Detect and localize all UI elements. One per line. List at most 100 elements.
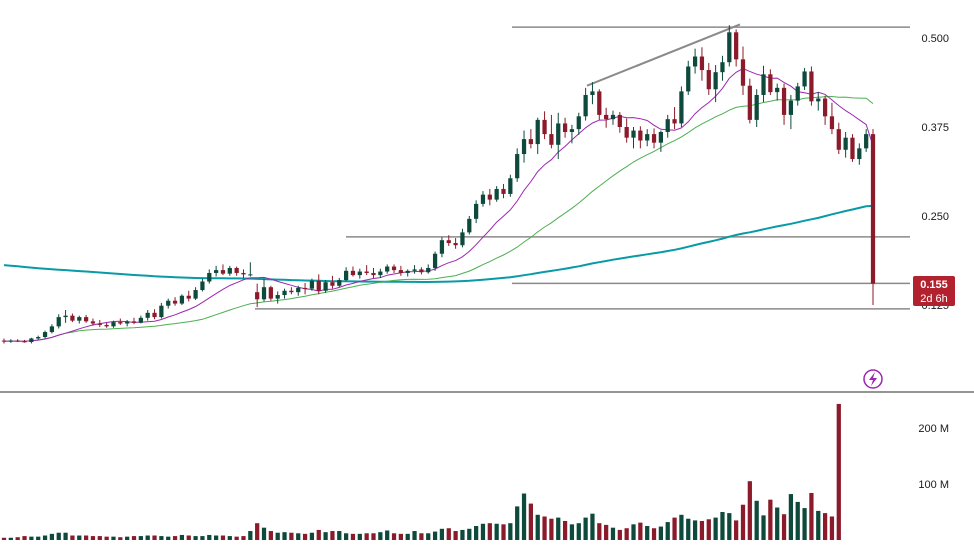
candle[interactable] — [713, 65, 718, 103]
candle[interactable] — [36, 335, 41, 340]
candle[interactable] — [8, 339, 13, 343]
candle[interactable] — [275, 291, 280, 304]
candle[interactable] — [542, 111, 547, 140]
candle[interactable] — [474, 200, 479, 224]
candle[interactable] — [22, 339, 27, 343]
candle[interactable] — [296, 285, 301, 296]
candle[interactable] — [781, 83, 787, 125]
candle[interactable] — [398, 265, 403, 276]
candle[interactable] — [747, 78, 752, 124]
candle[interactable] — [864, 129, 869, 152]
candle[interactable] — [761, 65, 766, 103]
candle[interactable] — [241, 269, 246, 278]
candle[interactable] — [15, 339, 20, 343]
candle[interactable] — [850, 134, 855, 162]
candle[interactable] — [49, 324, 55, 334]
candle[interactable] — [323, 280, 328, 293]
candle[interactable] — [432, 251, 438, 271]
candle[interactable] — [795, 82, 800, 106]
candle[interactable] — [316, 274, 321, 295]
candle[interactable] — [268, 285, 273, 301]
candle[interactable] — [29, 337, 34, 344]
candle[interactable] — [42, 330, 48, 339]
candle[interactable] — [83, 314, 89, 323]
candle[interactable] — [836, 122, 841, 155]
candle[interactable] — [179, 294, 185, 305]
candle[interactable] — [255, 283, 260, 308]
candle[interactable] — [426, 264, 431, 274]
candle[interactable] — [829, 102, 835, 135]
candle[interactable] — [822, 95, 828, 125]
candle[interactable] — [166, 298, 171, 309]
candle[interactable] — [138, 315, 143, 324]
candle[interactable] — [412, 265, 417, 274]
candle[interactable] — [460, 228, 465, 248]
candle[interactable] — [97, 319, 102, 328]
candle[interactable] — [1, 338, 7, 344]
candle[interactable] — [515, 148, 520, 182]
candle[interactable] — [131, 317, 137, 325]
candle[interactable] — [186, 290, 191, 302]
candle[interactable] — [597, 89, 602, 120]
candle[interactable] — [645, 129, 650, 147]
candle[interactable] — [590, 82, 595, 105]
candle[interactable] — [535, 117, 540, 155]
volume-axis[interactable]: 200 M 100 M — [918, 423, 949, 491]
candle[interactable] — [248, 262, 253, 277]
candle[interactable] — [391, 264, 397, 273]
candle[interactable] — [453, 238, 458, 249]
candle[interactable] — [665, 114, 670, 138]
candle[interactable] — [870, 129, 876, 305]
candle[interactable] — [439, 237, 445, 258]
candle[interactable] — [378, 268, 383, 278]
candle[interactable] — [686, 60, 691, 95]
candle[interactable] — [207, 269, 212, 284]
candle[interactable] — [63, 309, 68, 323]
candle[interactable] — [556, 112, 561, 160]
candle[interactable] — [768, 69, 773, 95]
candle[interactable] — [350, 266, 356, 277]
candles[interactable] — [1, 25, 876, 344]
candle[interactable] — [624, 118, 629, 143]
candle[interactable] — [419, 267, 424, 275]
candle[interactable] — [651, 128, 657, 149]
candle[interactable] — [56, 314, 61, 329]
candle[interactable] — [480, 191, 486, 207]
candle[interactable] — [467, 216, 472, 235]
candle[interactable] — [494, 186, 499, 202]
candle[interactable] — [528, 129, 533, 149]
candle[interactable] — [740, 46, 746, 95]
candle[interactable] — [213, 265, 219, 277]
candle[interactable] — [706, 62, 711, 95]
candle[interactable] — [569, 124, 575, 144]
candle[interactable] — [172, 297, 178, 306]
candle[interactable] — [583, 87, 588, 121]
candle[interactable] — [261, 278, 267, 302]
candle[interactable] — [816, 92, 821, 111]
candle[interactable] — [385, 264, 390, 274]
candle[interactable] — [152, 309, 157, 320]
candle[interactable] — [549, 114, 554, 149]
candle[interactable] — [802, 67, 807, 90]
candle[interactable] — [857, 143, 862, 165]
candle[interactable] — [104, 322, 109, 328]
candle[interactable] — [521, 130, 527, 163]
candle[interactable] — [159, 302, 164, 319]
candle[interactable] — [617, 112, 622, 133]
candle[interactable] — [562, 117, 568, 138]
candle[interactable] — [193, 287, 198, 301]
candle[interactable] — [501, 183, 506, 199]
candle[interactable] — [720, 55, 725, 81]
candle[interactable] — [344, 267, 349, 282]
candle[interactable] — [220, 264, 226, 276]
candle[interactable] — [405, 269, 410, 277]
candle[interactable] — [111, 320, 116, 328]
candle[interactable] — [734, 29, 739, 67]
candle[interactable] — [809, 66, 814, 106]
candle[interactable] — [145, 309, 150, 321]
candle[interactable] — [631, 127, 636, 149]
ma-fast-line[interactable] — [3, 67, 874, 342]
candle[interactable] — [302, 282, 308, 295]
